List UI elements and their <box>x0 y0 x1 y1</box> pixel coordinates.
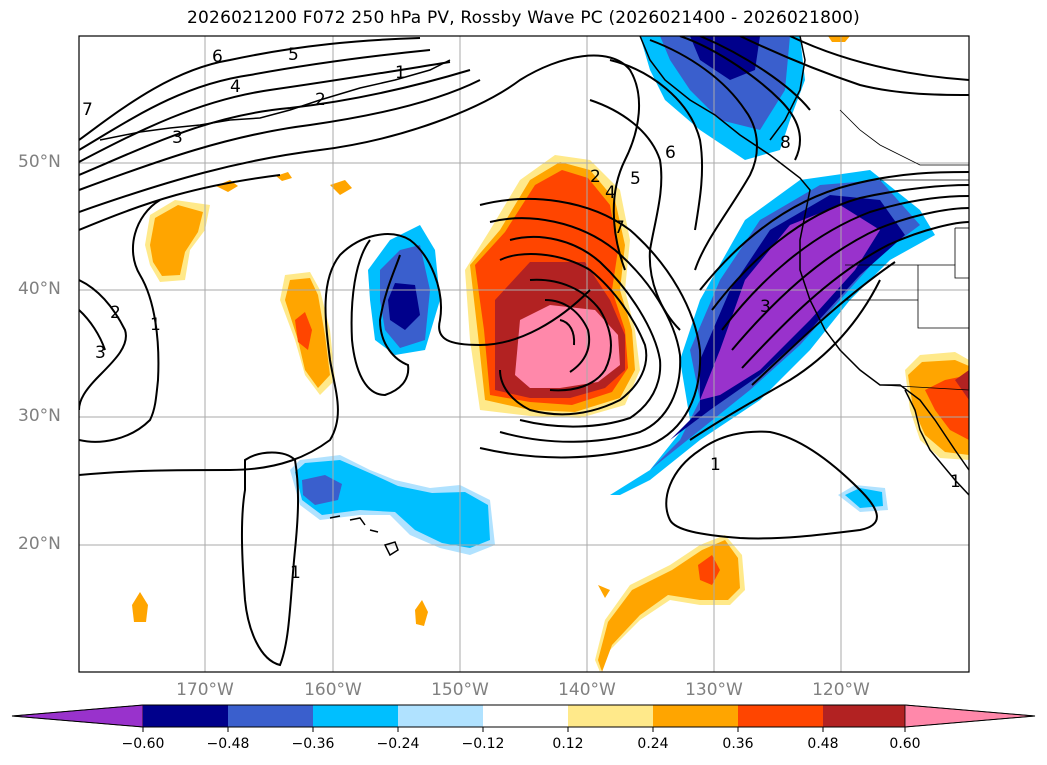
colorbar-bin <box>313 705 398 727</box>
colorbar-tick-label: −0.48 <box>206 736 250 752</box>
colorbar-bin <box>143 705 228 727</box>
lon-label: 170°W <box>176 680 234 700</box>
lon-label: 140°W <box>558 680 616 700</box>
contour-label: 1 <box>150 315 161 335</box>
lon-label: 130°W <box>685 680 743 700</box>
colorbar-bin <box>738 705 823 727</box>
contour-label: 1 <box>395 63 406 83</box>
contour-label: 3 <box>172 128 183 148</box>
shaded-anomalies <box>132 36 969 672</box>
colorbar-tick-label: −0.24 <box>376 736 420 752</box>
contour-label: 3 <box>760 297 771 317</box>
lat-label: 50°N <box>18 152 61 172</box>
contour-label: 7 <box>82 100 93 120</box>
lon-label: 160°W <box>304 680 362 700</box>
contour-label: 2 <box>110 303 121 323</box>
borders <box>839 109 969 391</box>
lat-label: 30°N <box>18 406 61 426</box>
contour-label: 1 <box>290 563 301 583</box>
contour-label: 4 <box>605 183 616 203</box>
colorbar-tick-label: −0.36 <box>291 736 335 752</box>
contour-label: 3 <box>95 343 106 363</box>
colorbar-tick-label: 0.60 <box>889 736 921 752</box>
colorbar-tick-label: −0.60 <box>121 736 165 752</box>
lat-label: 40°N <box>18 279 61 299</box>
colorbar-tick-label: 0.48 <box>807 736 839 752</box>
colorbar-tick-label: 0.36 <box>722 736 754 752</box>
colorbar-bin <box>653 705 738 727</box>
contour-label: 6 <box>212 47 223 67</box>
colorbar-bin <box>823 705 905 727</box>
colorbar-bin <box>398 705 483 727</box>
contour-label: 5 <box>630 169 641 189</box>
contour-label: 2 <box>315 90 326 110</box>
lon-label: 150°W <box>431 680 489 700</box>
contour-label: 8 <box>780 133 791 153</box>
contour-label: 2 <box>590 167 601 187</box>
map-title: 2026021200 F072 250 hPa PV, Rossby Wave … <box>187 8 860 28</box>
pv-contours <box>79 36 969 667</box>
colorbar-tick-label: −0.12 <box>461 736 505 752</box>
colorbar-bin <box>568 705 653 727</box>
contour-label: 7 <box>614 218 625 238</box>
colorbar <box>11 704 1036 732</box>
colorbar-tick-label: 0.12 <box>552 736 584 752</box>
contour-label: 1 <box>950 472 961 492</box>
map-frame <box>78 35 970 673</box>
contour-label: 6 <box>665 143 676 163</box>
contour-labels: 7 6 5 4 3 2 1 3 2 1 1 1 2 4 5 6 7 8 3 1 <box>82 45 961 583</box>
lon-label: 120°W <box>812 680 870 700</box>
graticule <box>79 36 969 672</box>
colorbar-bin <box>228 705 313 727</box>
contour-label: 4 <box>230 77 241 97</box>
lat-label: 20°N <box>18 534 61 554</box>
contour-label: 5 <box>288 45 299 65</box>
contour-label: 1 <box>710 455 721 475</box>
colorbar-tick-label: 0.24 <box>637 736 669 752</box>
colorbar-bin <box>483 705 568 727</box>
coastlines <box>99 36 969 557</box>
